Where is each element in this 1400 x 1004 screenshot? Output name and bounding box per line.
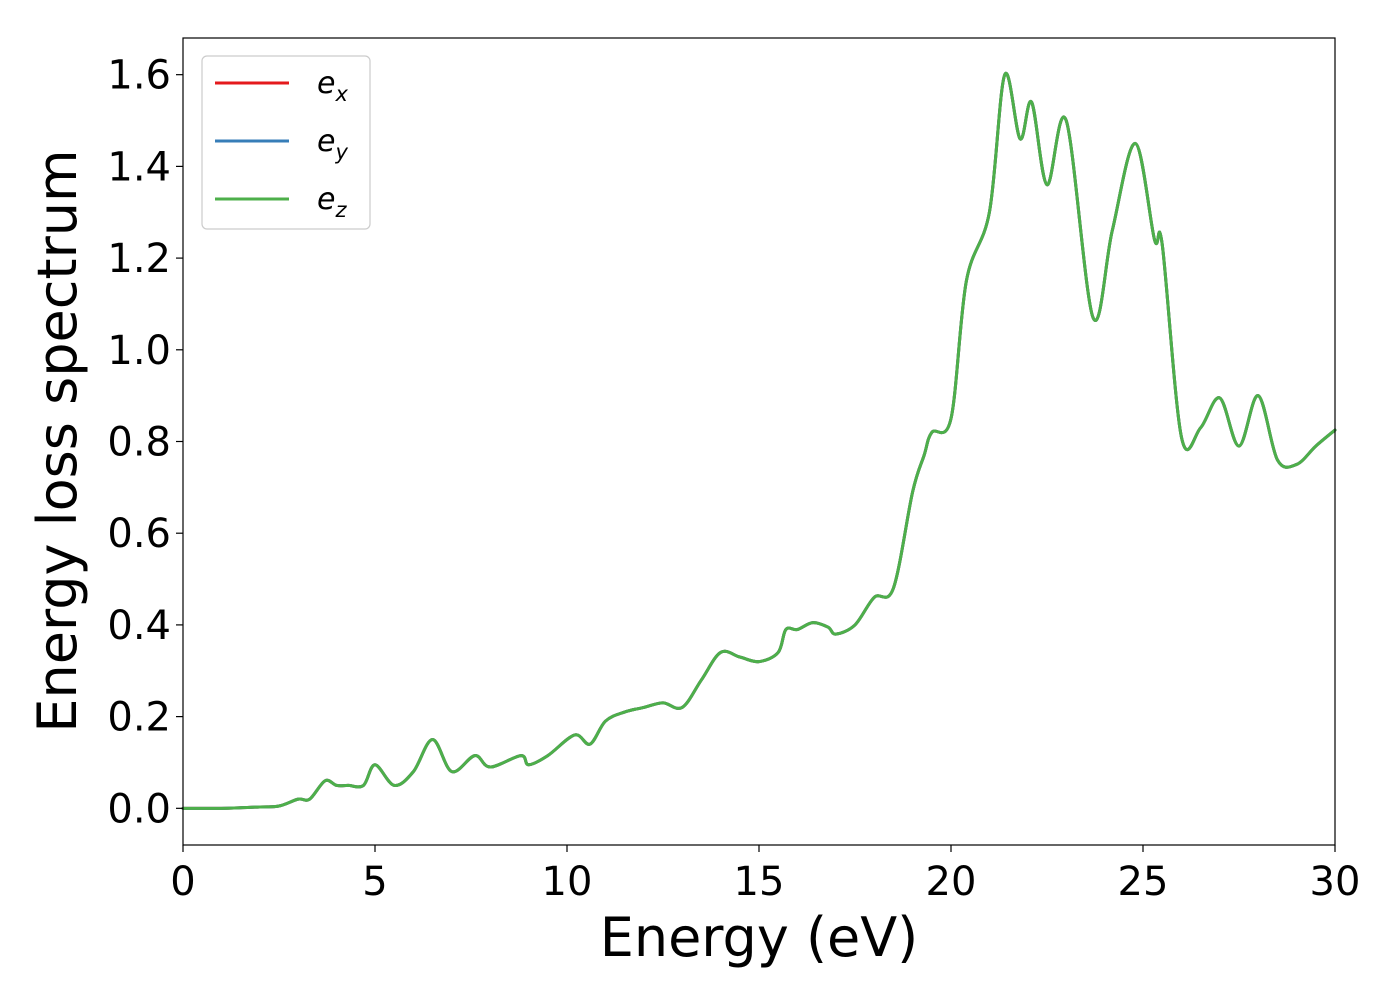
y-tick-label: 0.2 [107,695,171,741]
y-tick-label: 0.0 [107,786,171,832]
y-tick-label: 0.8 [107,420,171,466]
y-tick-label: 1.2 [107,236,171,282]
x-tick-label: 10 [542,859,593,905]
x-axis: 0 5 10 15 20 25 30 [170,845,1360,905]
series-layer [181,71,1337,810]
series-line-e-z [181,71,1337,810]
legend-label-e-z: ez [317,182,347,222]
x-tick-label: 20 [926,859,977,905]
legend-label-e-x: ex [317,66,348,106]
legend-label-e-y: ey [317,124,348,164]
x-tick-label: 30 [1310,859,1361,905]
y-tick-label: 0.4 [107,603,171,649]
y-tick-label: 0.6 [107,511,171,557]
x-tick-label: 25 [1118,859,1169,905]
y-tick-label: 1.0 [107,328,171,374]
y-tick-label: 1.6 [107,53,171,99]
x-tick-label: 0 [170,859,195,905]
x-tick-label: 5 [362,859,387,905]
y-axis: 0.0 0.2 0.4 0.6 0.8 1.0 1.2 1.4 1.6 [107,53,183,832]
y-axis-label: Energy loss spectrum [26,149,89,732]
legend: ex ey ez [201,55,371,230]
x-tick-label: 15 [734,859,785,905]
y-tick-label: 1.4 [107,144,171,190]
x-axis-label: Energy (eV) [600,906,919,969]
